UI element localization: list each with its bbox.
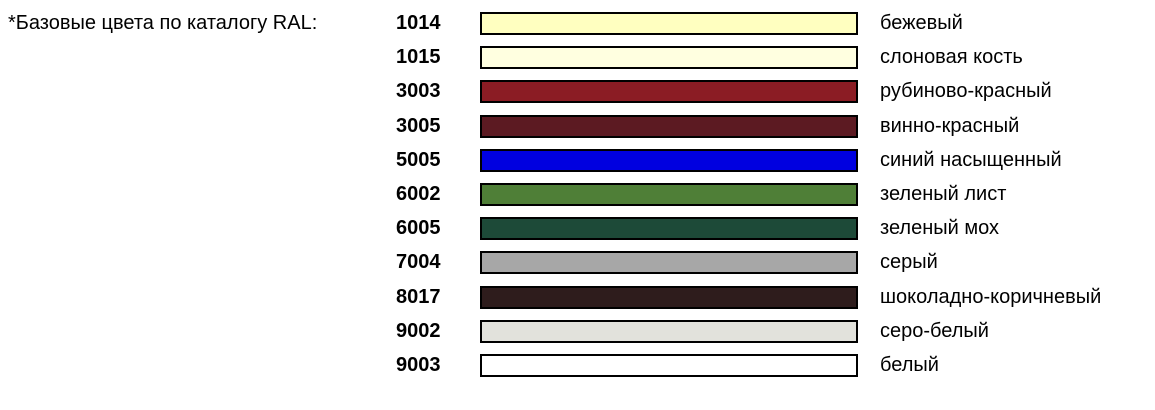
- color-code: 5005: [396, 148, 441, 171]
- color-swatch: [480, 148, 858, 172]
- color-code: 6005: [396, 217, 441, 240]
- color-name: винно-красный: [880, 114, 1020, 137]
- color-name: белый: [880, 353, 939, 376]
- color-name: серо-белый: [880, 319, 989, 342]
- color-code: 1014: [396, 12, 441, 34]
- color-name: зеленый лист: [880, 182, 1007, 205]
- color-swatch: [480, 12, 858, 35]
- color-code: 7004: [396, 251, 441, 274]
- color-name: синий насыщенный: [880, 148, 1062, 171]
- color-name: шоколадно-коричневый: [880, 285, 1102, 308]
- catalog-heading: *Базовые цвета по каталогу RAL:: [8, 12, 318, 34]
- color-swatch: [480, 319, 858, 343]
- color-name: слоновая кость: [880, 46, 1023, 69]
- color-swatch: [480, 182, 858, 206]
- color-swatch: [480, 285, 858, 309]
- color-code: 1015: [396, 46, 441, 69]
- color-swatch: [480, 114, 858, 138]
- color-swatch: [480, 251, 858, 275]
- color-code: 9003: [396, 353, 441, 376]
- color-code: 9002: [396, 319, 441, 342]
- color-name: зеленый мох: [880, 217, 999, 240]
- color-code: 3003: [396, 80, 441, 103]
- color-swatch: [480, 353, 858, 377]
- color-code: 3005: [396, 114, 441, 137]
- color-code: 6002: [396, 182, 441, 205]
- color-swatch: [480, 217, 858, 241]
- color-name: бежевый: [880, 12, 963, 34]
- color-swatch: [480, 80, 858, 104]
- color-swatch: [480, 46, 858, 70]
- color-name: серый: [880, 251, 938, 274]
- color-name: рубиново-красный: [880, 80, 1052, 103]
- color-code: 8017: [396, 285, 441, 308]
